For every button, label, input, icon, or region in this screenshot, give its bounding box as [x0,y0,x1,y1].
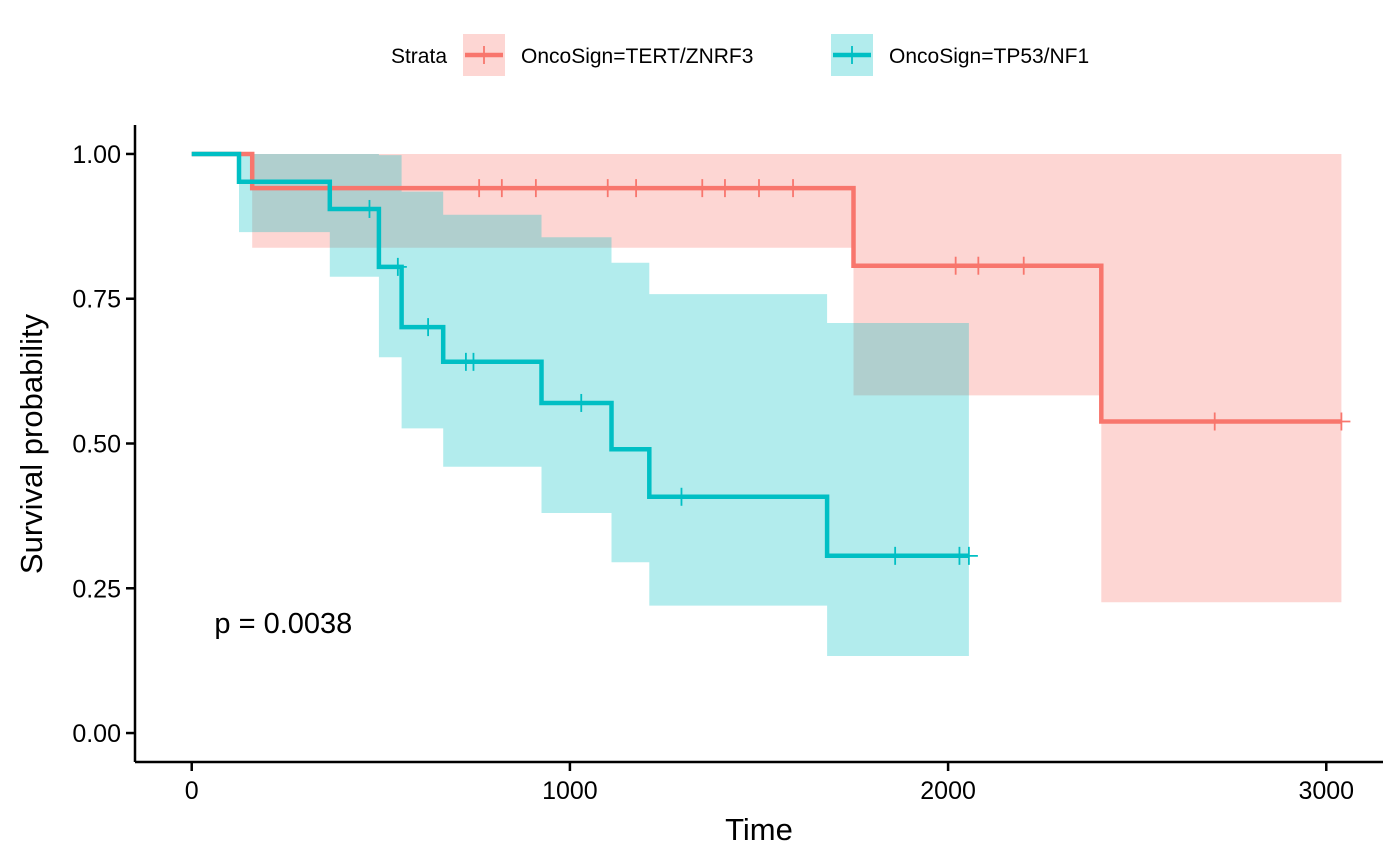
x-tick-label: 3000 [1298,777,1354,805]
y-tick-label: 0.50 [72,431,121,459]
legend: Strata OncoSign=TERT/ZNRF3 OncoSign=TP53/… [391,34,1089,76]
censor-mark-tert-znrf3 [1205,412,1224,431]
censor-mark-tert-znrf3 [693,179,712,198]
censor-mark-tert-znrf3 [598,179,617,198]
survival-curves [191,151,1342,559]
censor-mark-tp53-nf1 [959,546,978,565]
legend-title: Strata [391,45,447,68]
y-tick-label: 0.75 [72,286,121,314]
y-tick-label: 0.25 [72,575,121,603]
censor-mark-tert-znrf3 [470,179,489,198]
censor-mark-tert-znrf3 [784,179,803,198]
censor-mark-tert-znrf3 [526,179,545,198]
x-tick-label: 1000 [542,777,598,805]
y-tick-label: 1.00 [72,141,121,169]
censor-mark-tert-znrf3 [1332,412,1351,431]
censor-marks [360,179,1351,565]
survival-line-tp53-nf1 [191,151,969,559]
survival-line-tert-znrf3 [191,151,1342,424]
censor-mark-tert-znrf3 [946,256,965,275]
x-tick-label: 0 [185,777,199,805]
legend-item-tp53-nf1: OncoSign=TP53/NF1 [831,34,1089,76]
censor-mark-tp53-nf1 [388,257,407,276]
censor-mark-tp53-nf1 [464,352,483,371]
censor-mark-tert-znrf3 [492,179,511,198]
censor-mark-tert-znrf3 [627,179,646,198]
legend-label-tert-znrf3: OncoSign=TERT/ZNRF3 [521,45,753,68]
x-tick-label: 2000 [920,777,976,805]
p-value-annotation: p = 0.0038 [214,608,352,640]
legend-item-tert-znrf3: OncoSign=TERT/ZNRF3 [463,34,753,76]
x-axis-title: Time [725,812,793,847]
censor-mark-tp53-nf1 [419,318,438,337]
censor-mark-tert-znrf3 [1014,256,1033,275]
y-axis-title: Survival probability [14,313,49,574]
censor-mark-tp53-nf1 [360,199,379,218]
censor-mark-tp53-nf1 [886,546,905,565]
confidence-bands [191,154,1342,656]
censor-mark-tp53-nf1 [672,487,691,506]
censor-mark-tert-znrf3 [969,256,988,275]
y-tick-label: 0.00 [72,720,121,748]
censor-mark-tert-znrf3 [715,179,734,198]
legend-label-tp53-nf1: OncoSign=TP53/NF1 [889,45,1089,68]
y-axis-ticks: 0.00 0.25 0.50 0.75 1.00 [72,141,135,748]
censor-mark-tert-znrf3 [750,179,768,198]
x-axis-ticks: 0 1000 2000 3000 [185,762,1354,805]
censor-mark-tp53-nf1 [572,393,591,412]
